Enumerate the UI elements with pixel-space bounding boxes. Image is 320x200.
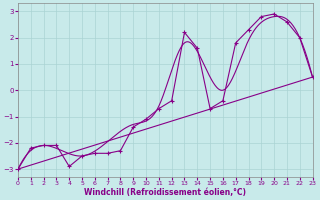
X-axis label: Windchill (Refroidissement éolien,°C): Windchill (Refroidissement éolien,°C) — [84, 188, 246, 197]
